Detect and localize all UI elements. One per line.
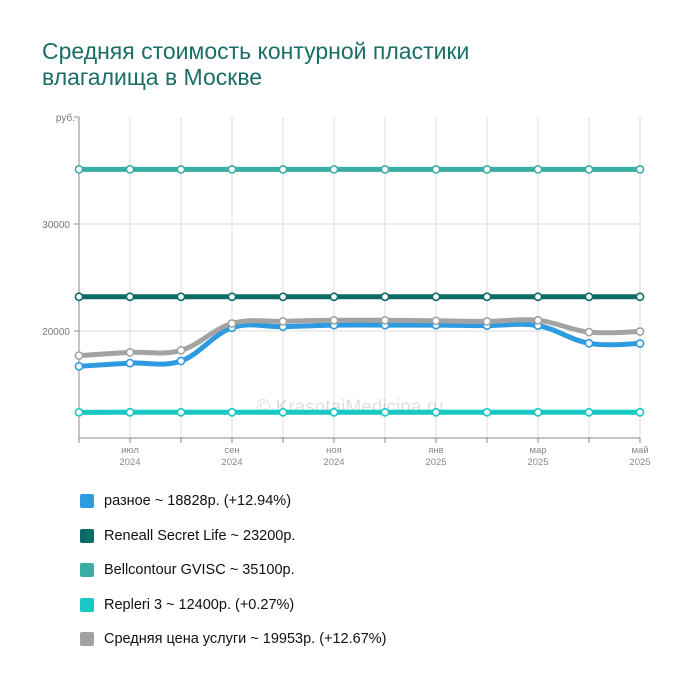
data-point[interactable] — [74, 351, 84, 360]
legend-swatch — [80, 528, 94, 543]
legend-swatch — [80, 632, 94, 647]
data-point[interactable] — [584, 338, 594, 348]
x-tick-label-year: 2024 — [323, 457, 344, 468]
data-point[interactable] — [635, 339, 645, 348]
legend-swatch — [80, 563, 94, 578]
data-point[interactable] — [380, 164, 390, 174]
series-points — [74, 164, 645, 417]
data-point[interactable] — [431, 292, 441, 302]
y-tick-label: 20000 — [42, 327, 70, 338]
data-point[interactable] — [74, 361, 84, 371]
x-tick-label-month: мар — [529, 445, 546, 456]
x-tick-label-month: май — [631, 445, 648, 456]
legend-swatch — [80, 494, 94, 509]
data-point[interactable] — [329, 164, 339, 174]
data-point[interactable] — [227, 407, 237, 417]
x-tick-label-month: июл — [121, 445, 139, 456]
legend-label: разное ~ 18828р. (+12.94%) — [104, 493, 292, 510]
data-point[interactable] — [380, 315, 390, 325]
data-point[interactable] — [635, 407, 645, 417]
data-point[interactable] — [125, 164, 135, 174]
data-point[interactable] — [431, 407, 441, 417]
data-point[interactable] — [635, 164, 645, 174]
x-tick-label-year: 2024 — [221, 457, 242, 468]
data-point[interactable] — [74, 407, 84, 417]
x-tick-label-month: сен — [224, 445, 239, 456]
data-point[interactable] — [584, 164, 594, 174]
x-tick-label-month: ноя — [326, 445, 342, 456]
legend-label: Repleri 3 ~ 12400р. (+0.27%) — [104, 596, 295, 613]
data-point[interactable] — [278, 316, 288, 326]
series-lines — [76, 166, 643, 415]
data-point[interactable] — [431, 164, 441, 174]
legend-label: Средняя цена услуги ~ 19953р. (+12.67%) — [104, 631, 387, 648]
data-point[interactable] — [431, 316, 441, 326]
data-point[interactable] — [482, 292, 492, 302]
data-point[interactable] — [74, 164, 84, 174]
data-point[interactable] — [482, 316, 492, 326]
data-point[interactable] — [227, 164, 237, 174]
data-point[interactable] — [176, 292, 186, 302]
data-point[interactable] — [329, 407, 339, 417]
data-point[interactable] — [533, 292, 543, 302]
data-point[interactable] — [125, 358, 135, 368]
data-point[interactable] — [125, 347, 135, 357]
data-point[interactable] — [380, 407, 390, 417]
x-tick-label-month: янв — [428, 445, 443, 456]
x-tick-label-year: 2024 — [119, 457, 140, 468]
data-point[interactable] — [278, 407, 288, 417]
data-point[interactable] — [635, 327, 645, 336]
legend-item[interactable]: разное ~ 18828р. (+12.94%) — [80, 484, 387, 519]
legend-swatch — [80, 597, 94, 612]
data-point[interactable] — [125, 407, 135, 417]
data-point[interactable] — [584, 292, 594, 302]
data-point[interactable] — [125, 292, 135, 302]
axes: 2000030000руб.июл2024сен2024ноя2024янв20… — [42, 112, 650, 468]
grid-lines — [79, 117, 641, 438]
data-point[interactable] — [380, 292, 390, 302]
y-axis-unit-label: руб. — [56, 112, 75, 124]
y-tick-label: 30000 — [42, 220, 70, 231]
data-point[interactable] — [227, 292, 237, 302]
x-tick-label-year: 2025 — [629, 457, 650, 468]
data-point[interactable] — [278, 292, 288, 302]
data-point[interactable] — [533, 407, 543, 417]
data-point[interactable] — [533, 164, 543, 174]
data-point[interactable] — [227, 319, 237, 328]
data-point[interactable] — [176, 164, 186, 174]
legend-item[interactable]: Средняя цена услуги ~ 19953р. (+12.67%) — [80, 622, 387, 657]
data-point[interactable] — [584, 327, 594, 337]
data-point[interactable] — [176, 407, 186, 417]
data-point[interactable] — [482, 407, 492, 417]
legend-item[interactable]: Bellcontour GVISC ~ 35100р. — [80, 553, 387, 588]
series-line-разное — [76, 321, 643, 369]
data-point[interactable] — [329, 292, 339, 302]
legend-label: Reneall Secret Life ~ 23200р. — [104, 527, 296, 544]
data-point[interactable] — [482, 164, 492, 174]
series-line-средняя-цена-услуги — [76, 317, 643, 359]
data-point[interactable] — [74, 292, 84, 302]
data-point[interactable] — [584, 407, 594, 417]
data-point[interactable] — [533, 315, 543, 325]
data-point[interactable] — [176, 356, 186, 366]
legend: разное ~ 18828р. (+12.94%) Reneall Secret… — [80, 484, 387, 657]
data-point[interactable] — [278, 164, 288, 174]
legend-item[interactable]: Reneall Secret Life ~ 23200р. — [80, 519, 387, 554]
legend-item[interactable]: Repleri 3 ~ 12400р. (+0.27%) — [80, 588, 387, 623]
data-point[interactable] — [635, 292, 645, 302]
chart-title-line-2: влагалища в Москве — [42, 64, 263, 90]
x-tick-label-year: 2025 — [527, 457, 548, 468]
data-point[interactable] — [329, 315, 339, 325]
chart-title-line-1: Средняя стоимость контурной пластики — [42, 38, 470, 64]
legend-label: Bellcontour GVISC ~ 35100р. — [104, 562, 295, 579]
x-tick-label-year: 2025 — [425, 457, 446, 468]
chart-title: Средняя стоимость контурной пластики вла… — [42, 38, 602, 90]
data-point[interactable] — [176, 345, 186, 355]
